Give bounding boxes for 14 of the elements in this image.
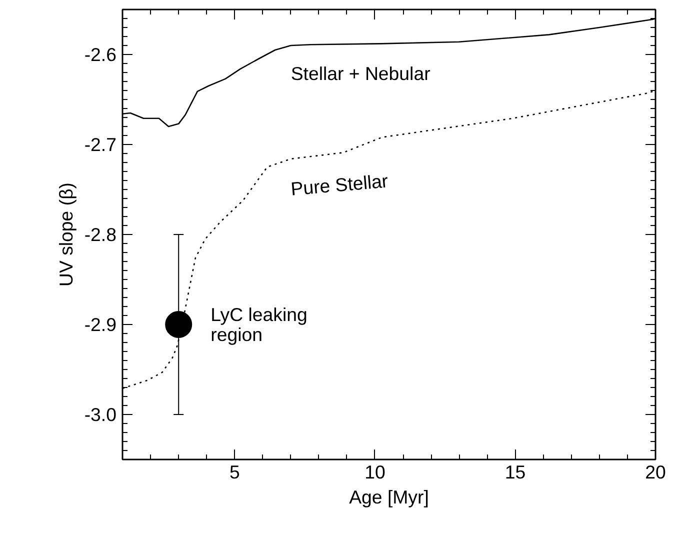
y-tick-label: -2.7 bbox=[84, 134, 117, 155]
x-tick-label: 20 bbox=[645, 462, 666, 482]
x-axis-title: Age [Myr] bbox=[349, 486, 429, 508]
y-tick-label: -3.0 bbox=[84, 404, 117, 425]
y-tick-label: -2.6 bbox=[84, 44, 117, 65]
y-axis-title: UV slope (β) bbox=[55, 182, 76, 287]
series-label: Pure Stellar bbox=[290, 170, 389, 200]
series-label: Stellar + Nebular bbox=[290, 63, 430, 84]
y-tick-label: -2.8 bbox=[84, 224, 117, 245]
x-tick-label: 15 bbox=[504, 462, 526, 482]
y-tick-label: -2.9 bbox=[84, 314, 117, 335]
series-label: LyC leaking region bbox=[210, 304, 308, 345]
x-tick-label: 5 bbox=[230, 462, 240, 482]
x-tick-label: 10 bbox=[364, 462, 386, 482]
